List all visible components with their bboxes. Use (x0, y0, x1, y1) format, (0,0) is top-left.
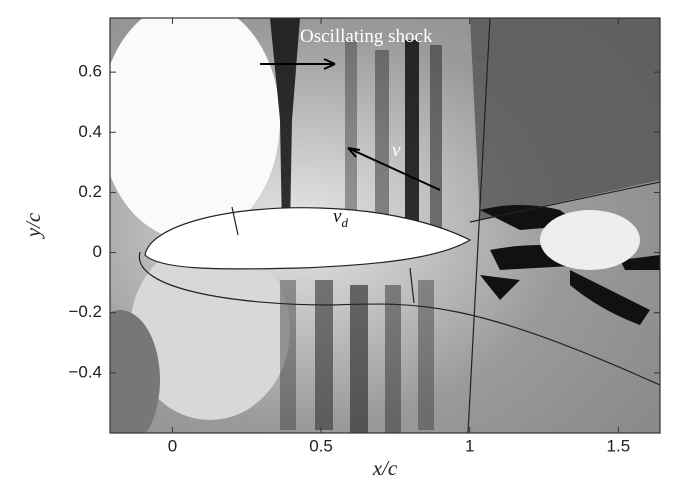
x-tick-label: 1.5 (607, 436, 631, 455)
y-tick-label: −0.2 (68, 302, 102, 321)
annotation: d (341, 215, 348, 230)
y-axis-label: y/c (21, 212, 45, 239)
x-axis-label: x/c (372, 456, 398, 480)
x-tick-label: 0 (168, 436, 177, 455)
annotation: vd (333, 206, 348, 230)
annotation: v (333, 206, 342, 227)
x-tick-label: 1 (465, 436, 474, 455)
annotation: Oscillating shock (300, 26, 433, 47)
y-tick-label: 0 (93, 242, 102, 261)
annotation: v (392, 140, 401, 161)
y-tick-label: −0.4 (68, 362, 102, 381)
plot-frame (109, 17, 661, 434)
y-tick-label: 0.4 (78, 122, 102, 141)
flow-field (110, 18, 660, 433)
y-tick-label: 0.6 (78, 62, 102, 81)
y-tick-label: 0.2 (78, 182, 102, 201)
x-tick-label: 0.5 (309, 436, 333, 455)
